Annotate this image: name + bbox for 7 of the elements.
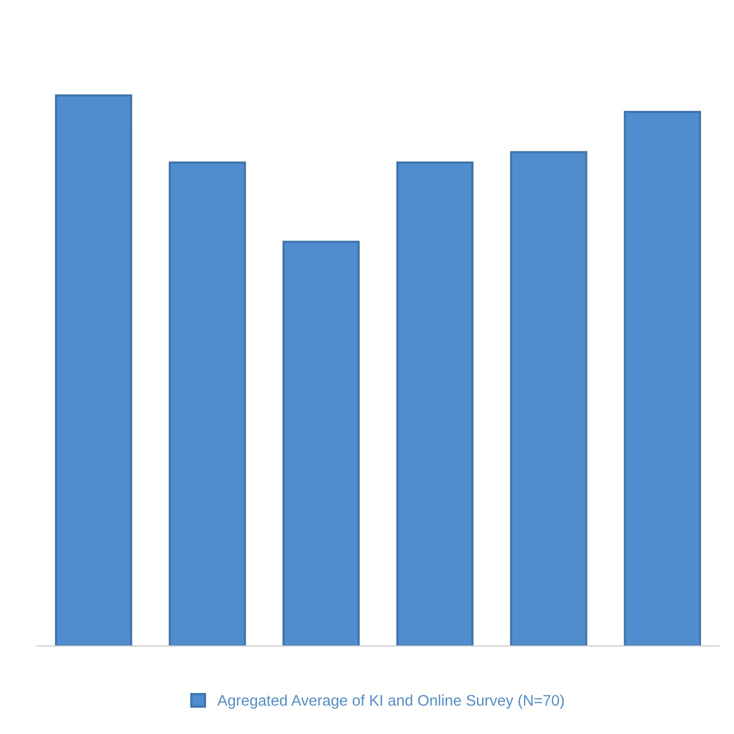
bar <box>54 94 132 646</box>
bar <box>510 151 588 646</box>
bar <box>396 162 474 646</box>
bar <box>282 240 360 646</box>
bar <box>168 162 246 646</box>
legend-label: Agregated Average of KI and Online Survey (N=70) <box>217 694 564 709</box>
bar <box>624 110 702 646</box>
